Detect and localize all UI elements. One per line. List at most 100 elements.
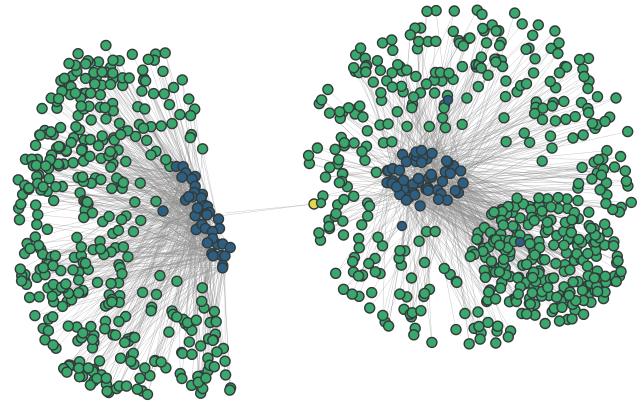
graph-edge [66, 267, 223, 373]
peripheral-node [498, 253, 510, 265]
graph-edge [377, 182, 388, 238]
peripheral-node [599, 218, 611, 230]
peripheral-node [23, 291, 36, 304]
peripheral-node [72, 287, 85, 299]
peripheral-node [500, 135, 512, 148]
peripheral-node [391, 105, 403, 118]
peripheral-node [105, 277, 117, 290]
core-node [212, 213, 225, 225]
peripheral-node [150, 288, 163, 301]
peripheral-node [533, 192, 545, 204]
peripheral-node [482, 316, 494, 329]
peripheral-node [490, 25, 502, 37]
graph-edge [119, 60, 198, 209]
peripheral-node [194, 340, 207, 352]
graph-edge [137, 267, 223, 390]
core-node [207, 250, 219, 262]
peripheral-node [375, 86, 387, 99]
graph-edge [460, 170, 500, 272]
core-node [440, 155, 453, 167]
graph-edge [399, 194, 415, 295]
graph-edge [353, 186, 397, 273]
core-node [393, 164, 406, 176]
peripheral-node [529, 249, 541, 261]
peripheral-node [139, 75, 152, 87]
peripheral-node [120, 155, 132, 168]
peripheral-node [94, 243, 107, 255]
peripheral-node [556, 301, 568, 313]
graph-edge [127, 238, 213, 258]
peripheral-node [137, 122, 150, 134]
peripheral-node [100, 39, 112, 52]
peripheral-node [480, 37, 493, 49]
peripheral-node [544, 75, 556, 88]
peripheral-node [171, 311, 183, 323]
peripheral-node [100, 113, 112, 125]
peripheral-node [99, 323, 111, 335]
peripheral-node [184, 131, 197, 144]
peripheral-node [62, 320, 75, 332]
peripheral-node [73, 362, 85, 374]
peripheral-node [376, 240, 389, 252]
peripheral-node [333, 153, 345, 166]
peripheral-node [500, 75, 512, 87]
peripheral-node [129, 196, 141, 208]
peripheral-node [472, 80, 484, 93]
peripheral-node [23, 182, 35, 194]
peripheral-node [583, 206, 595, 218]
graph-edge [224, 203, 315, 214]
graph-edge [90, 247, 231, 386]
peripheral-node [128, 331, 141, 344]
peripheral-node [166, 117, 178, 130]
peripheral-node [566, 214, 578, 226]
peripheral-node [610, 275, 622, 288]
peripheral-node [421, 5, 433, 18]
peripheral-node [494, 282, 507, 294]
peripheral-node [99, 101, 111, 114]
peripheral-node [47, 260, 59, 272]
peripheral-node [548, 239, 560, 251]
peripheral-node [136, 85, 148, 97]
core-node [457, 177, 469, 189]
peripheral-node [30, 199, 42, 211]
peripheral-node [475, 62, 487, 74]
peripheral-node [104, 145, 117, 158]
peripheral-node [183, 93, 195, 105]
peripheral-node [527, 67, 540, 79]
peripheral-node [323, 107, 336, 119]
peripheral-node [511, 192, 523, 204]
peripheral-node [536, 113, 549, 126]
peripheral-node [502, 331, 514, 343]
peripheral-node [546, 142, 558, 154]
core-node [409, 189, 421, 201]
core-node [219, 250, 231, 262]
peripheral-node [567, 132, 579, 144]
graph-edge [88, 255, 226, 369]
peripheral-node [553, 37, 565, 49]
peripheral-node [489, 293, 502, 305]
peripheral-node [60, 278, 72, 290]
peripheral-node [145, 305, 157, 317]
peripheral-node [599, 115, 611, 128]
core-node [422, 184, 434, 197]
peripheral-node [117, 241, 130, 253]
peripheral-node [176, 347, 189, 360]
peripheral-node [370, 166, 382, 179]
graph-edge [431, 30, 556, 154]
peripheral-node [586, 173, 598, 185]
peripheral-node [551, 291, 563, 303]
peripheral-node [163, 98, 176, 111]
core-node [449, 184, 461, 197]
core-node [390, 180, 403, 193]
peripheral-node [338, 137, 350, 149]
graph-edge [342, 173, 388, 183]
peripheral-node [39, 334, 51, 346]
peripheral-node [394, 288, 406, 300]
graph-edge [134, 255, 214, 338]
peripheral-node [528, 214, 540, 227]
peripheral-node [547, 272, 560, 284]
graph-edge [121, 213, 207, 274]
peripheral-node [552, 191, 564, 204]
peripheral-node [600, 177, 613, 189]
graph-edge [36, 165, 213, 232]
